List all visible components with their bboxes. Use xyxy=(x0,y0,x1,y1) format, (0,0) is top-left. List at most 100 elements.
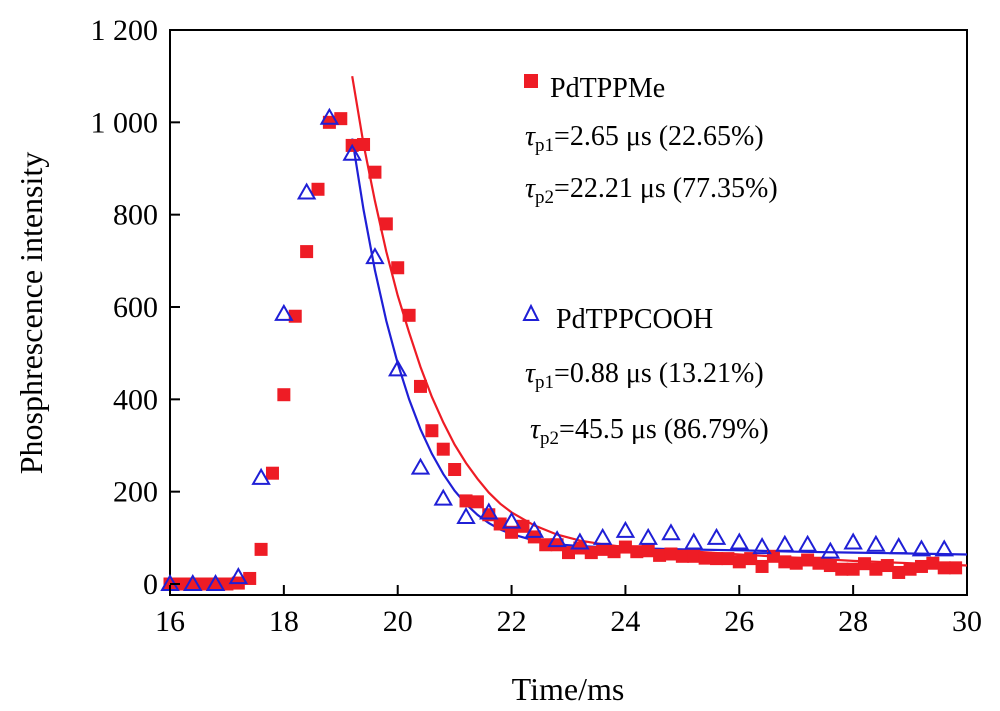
data-point-pdtppme xyxy=(300,245,314,259)
x-tick-label: 18 xyxy=(269,605,299,638)
data-point-pdtppme xyxy=(550,538,564,552)
data-point-pdtppme xyxy=(322,115,336,129)
data-point-pdtppme xyxy=(653,548,667,562)
data-point-pdtppcooh xyxy=(592,527,613,545)
data-point-pdtppcooh xyxy=(843,532,863,550)
data-point-pdtppme xyxy=(880,559,894,573)
data-point-pdtppcooh xyxy=(706,527,727,545)
data-point-pdtppme xyxy=(937,561,951,575)
data-point-pdtppcooh xyxy=(684,532,704,550)
data-point-pdtppme xyxy=(858,557,872,571)
data-point-pdtppcooh xyxy=(797,534,818,552)
data-point-pdtppme xyxy=(641,544,655,558)
anno-pdtppme-tau1-sub: p1 xyxy=(535,135,554,156)
y-tick-label: 1 000 xyxy=(91,106,159,139)
data-point-pdtppme xyxy=(789,556,803,570)
data-point-pdtppcooh xyxy=(775,534,795,552)
data-point-pdtppme xyxy=(823,559,837,573)
data-point-pdtppme xyxy=(869,562,883,576)
data-point-pdtppme xyxy=(607,545,621,559)
data-point-pdtppme xyxy=(402,308,416,322)
data-point-pdtppme xyxy=(846,562,860,576)
x-tick-label: 28 xyxy=(838,605,868,638)
x-tick-label: 16 xyxy=(155,605,185,638)
data-point-pdtppme xyxy=(630,545,644,559)
x-tick-label: 26 xyxy=(724,605,754,638)
data-point-pdtppcooh xyxy=(934,539,954,557)
data-point-pdtppcooh xyxy=(387,359,408,377)
data-point-pdtppme xyxy=(755,559,769,573)
data-point-pdtppcooh xyxy=(410,457,431,475)
anno-pdtppme-tau2-symbol: τ xyxy=(525,173,536,204)
y-tick-label: 0 xyxy=(143,568,158,601)
data-point-pdtppcooh xyxy=(729,532,750,550)
data-point-pdtppcooh xyxy=(274,303,294,321)
data-point-pdtppcooh xyxy=(615,520,636,538)
data-point-pdtppme xyxy=(698,551,712,565)
data-point-pdtppme xyxy=(710,552,724,566)
y-axis-title: Phosphrescence intensity xyxy=(13,152,49,475)
data-point-pdtppcooh xyxy=(296,182,317,200)
data-point-pdtppme xyxy=(197,577,211,591)
legend: PdTPPMe τp1=2.65 μs (22.65%) τp2=22.21 μ… xyxy=(522,73,778,449)
data-point-pdtppcooh xyxy=(638,527,658,545)
data-point-pdtppcooh xyxy=(479,502,499,520)
data-point-pdtppcooh xyxy=(183,573,203,591)
data-point-pdtppme xyxy=(732,555,746,569)
data-point-pdtppme xyxy=(334,112,348,126)
data-point-pdtppme xyxy=(926,556,940,570)
data-point-pdtppme xyxy=(174,577,188,591)
anno-pdtppme-tau2-text: =22.21 μs (77.35%) xyxy=(554,173,778,204)
data-point-pdtppme xyxy=(892,565,906,579)
anno-pdtppcooh-tau2: τp2=45.5 μs (86.79%) xyxy=(530,414,769,449)
data-point-pdtppcooh xyxy=(661,523,681,541)
x-tick-label: 30 xyxy=(952,605,982,638)
y-tick-label: 800 xyxy=(113,199,158,232)
data-point-pdtppme xyxy=(903,562,917,576)
axes: 16 18 20 22 24 26 28 30 0 200 400 600 800 1 000 1 200 xyxy=(91,14,983,638)
data-point-pdtppme xyxy=(675,549,689,563)
data-point-pdtppme xyxy=(516,519,530,533)
anno-pdtppcooh-tau2-symbol: τ xyxy=(530,414,541,445)
legend-marker-pdtppme xyxy=(524,74,538,88)
data-point-pdtppme xyxy=(277,388,291,402)
data-point-pdtppme xyxy=(448,463,462,477)
x-tick-label: 24 xyxy=(610,605,640,638)
y-tick-label: 1 200 xyxy=(91,14,159,47)
data-point-pdtppme xyxy=(470,495,484,509)
x-tick-label: 22 xyxy=(497,605,527,638)
anno-pdtppcooh-tau1-symbol: τ xyxy=(525,358,536,389)
data-point-pdtppme xyxy=(539,538,553,552)
data-point-pdtppme xyxy=(436,442,450,456)
data-point-pdtppme xyxy=(425,424,439,438)
anno-pdtppme-tau2: τp2=22.21 μs (77.35%) xyxy=(525,173,778,208)
data-point-pdtppcooh xyxy=(866,534,886,552)
data-point-pdtppme xyxy=(379,217,393,231)
legend-marker-pdtppcooh xyxy=(522,303,540,321)
data-point-pdtppcooh xyxy=(365,247,385,265)
data-point-pdtppcooh xyxy=(319,107,340,125)
data-point-pdtppcooh xyxy=(911,539,932,557)
anno-pdtppme-tau2-sub: p2 xyxy=(535,187,554,208)
anno-pdtppcooh-tau1-sub: p1 xyxy=(535,372,554,393)
data-point-pdtppme xyxy=(664,547,678,561)
data-point-pdtppme xyxy=(391,261,405,275)
data-point-pdtppcooh xyxy=(251,467,271,485)
data-point-pdtppcooh xyxy=(228,567,249,585)
data-point-pdtppcooh xyxy=(547,530,567,548)
anno-pdtppcooh-tau1-text: =0.88 μs (13.21%) xyxy=(554,358,764,389)
data-point-pdtppcooh xyxy=(752,537,772,555)
data-point-pdtppme xyxy=(687,549,701,563)
data-point-pdtppme xyxy=(220,577,234,591)
data-point-pdtppme xyxy=(801,553,815,567)
plot-frame xyxy=(169,29,968,596)
data-point-pdtppme xyxy=(914,559,928,573)
data-point-pdtppcooh xyxy=(205,573,226,591)
anno-pdtppme-tau1-symbol: τ xyxy=(525,121,536,152)
data-point-pdtppme xyxy=(596,542,610,556)
data-point-pdtppme xyxy=(459,494,473,508)
data-point-pdtppme xyxy=(721,552,735,566)
y-tick-label: 600 xyxy=(113,291,158,324)
data-point-pdtppme xyxy=(949,561,963,575)
